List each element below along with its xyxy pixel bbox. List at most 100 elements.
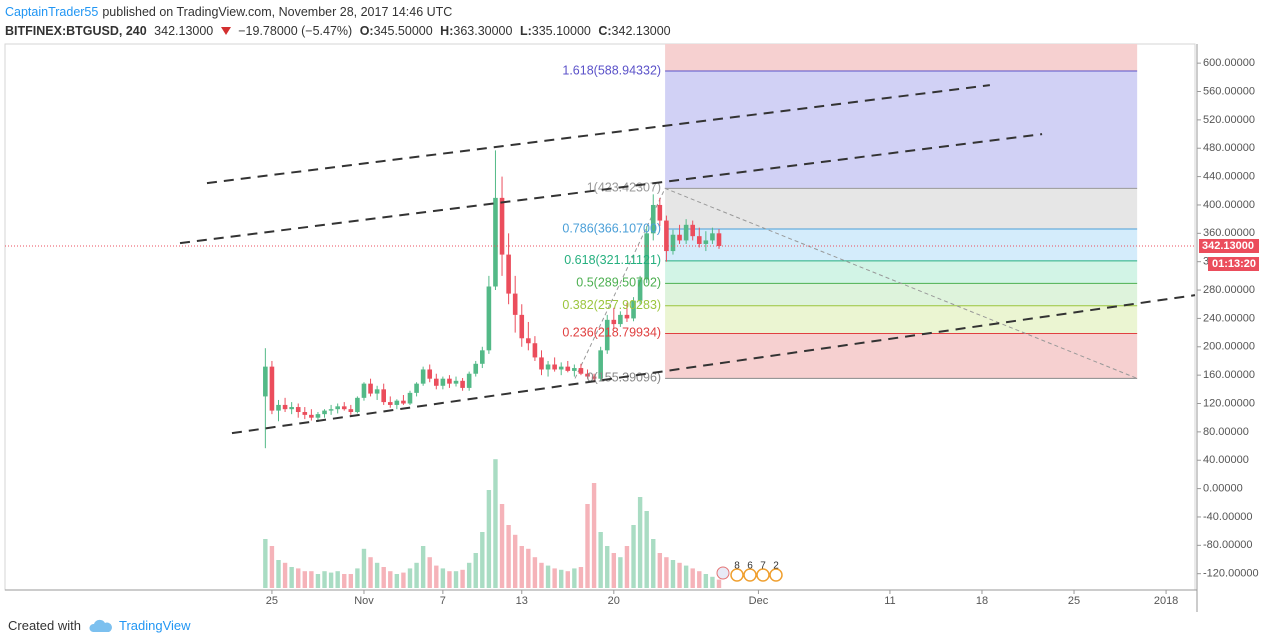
symbol-line: BITFINEX:BTGUSD, 240 342.13000 −19.78000… xyxy=(5,22,675,41)
fib-level-label: 0.236(218.79934) xyxy=(562,326,661,340)
y-tick-label: -120.00000 xyxy=(1203,568,1259,580)
candle-body xyxy=(710,233,715,241)
candle-body xyxy=(328,409,334,411)
event-label: 7 xyxy=(760,561,766,572)
candle-body xyxy=(591,376,597,379)
volume-bar xyxy=(460,569,465,588)
volume-bar xyxy=(302,571,308,588)
ohlc-value: 345.50000 xyxy=(373,24,433,38)
candle-body xyxy=(276,404,281,411)
candle-body xyxy=(466,373,472,388)
candle-body xyxy=(696,236,702,244)
volume-bar xyxy=(361,548,367,588)
ohlc-value: 342.13000 xyxy=(611,24,671,38)
volume-bar xyxy=(388,571,393,588)
fib-level-label: 0.786(366.10700) xyxy=(562,221,661,235)
volume-bar xyxy=(328,572,334,588)
event-label: 8 xyxy=(734,561,740,572)
created-with: Created with xyxy=(8,618,81,633)
footer: Created with TradingView xyxy=(8,618,191,633)
candle-body xyxy=(578,368,584,374)
candle-body xyxy=(407,392,413,404)
volume-bar xyxy=(276,560,281,588)
ohlc-label: C: xyxy=(598,24,612,38)
volume-bar xyxy=(591,483,597,588)
candle-body xyxy=(532,343,538,358)
volume-bar xyxy=(545,565,551,588)
candle-body xyxy=(690,224,696,237)
down-arrow xyxy=(220,27,231,35)
countdown-box xyxy=(1208,256,1259,271)
volume-bar xyxy=(624,546,630,588)
candle-body xyxy=(703,240,709,244)
candle-body xyxy=(480,350,485,364)
y-tick-label: 160.00000 xyxy=(1203,369,1255,381)
candle-body xyxy=(269,366,275,411)
x-tick-label: 7 xyxy=(440,595,446,607)
candle-body xyxy=(447,378,452,384)
volume-bar xyxy=(512,534,518,588)
candle-body xyxy=(374,389,380,394)
candle-body xyxy=(282,404,288,410)
fib-band xyxy=(665,333,1138,379)
fib-level-label: 0.5(289.50702) xyxy=(576,276,661,290)
candle-body xyxy=(618,314,623,325)
y-tick-label: -40.00000 xyxy=(1203,511,1253,523)
y-tick-label: 360.00000 xyxy=(1203,227,1255,239)
volume-bar xyxy=(263,539,268,588)
volume-bar xyxy=(644,511,649,588)
volume-bar xyxy=(710,576,715,588)
candle-body xyxy=(604,319,610,351)
volume-bar xyxy=(683,565,689,588)
event-badge xyxy=(743,568,757,582)
volume-bar xyxy=(309,571,314,588)
volume-bar xyxy=(466,562,472,588)
y-tick-label: 600.00000 xyxy=(1203,57,1255,69)
candle-body xyxy=(644,233,649,280)
volume-bar xyxy=(368,557,373,588)
volume-bar xyxy=(670,560,676,588)
y-tick-label: 280.00000 xyxy=(1203,284,1255,296)
y-tick-label: 0.00000 xyxy=(1203,483,1243,495)
x-tick-label: 20 xyxy=(608,595,620,607)
candle-body xyxy=(585,373,590,377)
candle-body xyxy=(539,357,544,370)
volume-bar xyxy=(315,574,321,588)
volume-bar xyxy=(355,568,360,588)
fib-level-label: 0.382(257.90283) xyxy=(562,298,661,312)
brand-link[interactable]: TradingView xyxy=(118,618,191,633)
author-link[interactable]: CaptainTrader55 xyxy=(5,5,99,19)
x-tick-label: 25 xyxy=(266,595,278,607)
volume-bar xyxy=(703,574,709,588)
countdown-label: 01:13:20 xyxy=(1212,258,1256,270)
candle-body xyxy=(341,406,347,410)
fib-band xyxy=(665,260,1138,284)
candle-body xyxy=(302,412,308,415)
header: CaptainTrader55 published on TradingView.… xyxy=(5,3,675,41)
volume-bar xyxy=(552,568,557,588)
candle-body xyxy=(414,383,419,393)
ohlc-value: 335.10000 xyxy=(531,24,591,38)
candle-body xyxy=(473,363,479,374)
fib-level-label: 1.618(588.94332) xyxy=(562,63,661,77)
volume-bar xyxy=(480,532,485,588)
trend-line xyxy=(231,294,1196,435)
x-tick-label: Dec xyxy=(749,595,769,607)
trend-line xyxy=(179,133,1043,245)
candle-body xyxy=(289,407,294,410)
candle-body xyxy=(295,407,301,413)
event-badge xyxy=(756,568,770,582)
x-tick-label: Nov xyxy=(354,595,374,607)
volume-bar xyxy=(539,562,544,588)
volume-bar xyxy=(598,532,603,588)
fib-band xyxy=(665,70,1138,189)
volume-bar xyxy=(578,567,584,588)
y-tick-label: 40.00000 xyxy=(1203,454,1249,466)
last-price-box xyxy=(1199,238,1259,253)
candle-body xyxy=(683,224,689,241)
candle-body xyxy=(368,383,373,394)
volume-bar xyxy=(335,571,340,588)
volume-bar xyxy=(322,571,327,588)
